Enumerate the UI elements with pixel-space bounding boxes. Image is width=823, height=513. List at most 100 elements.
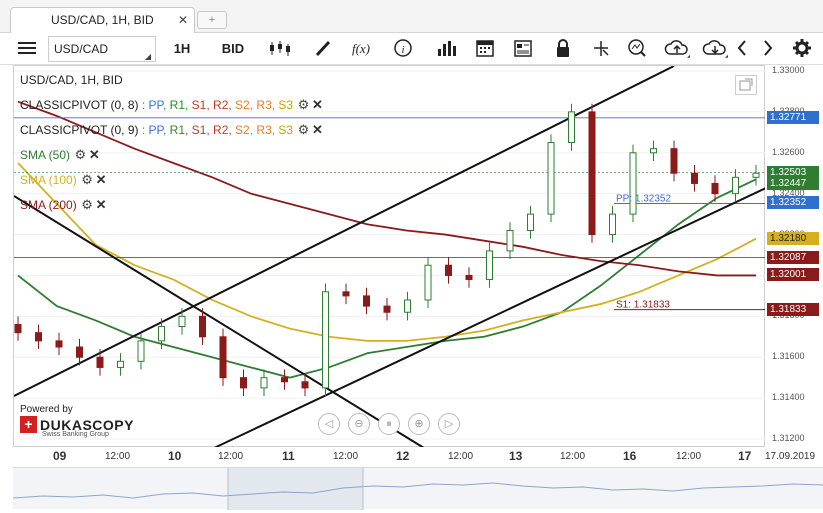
download-icon[interactable]: ◢ <box>698 33 732 64</box>
candle-body <box>691 172 698 184</box>
close-icon[interactable]: ✕ <box>95 172 107 187</box>
upload-icon[interactable]: ◢ <box>660 33 694 64</box>
volume-chart-icon[interactable] <box>432 33 462 64</box>
new-tab-button[interactable]: + <box>197 11 227 29</box>
candle-body <box>219 336 227 379</box>
time-tick: 12:00 <box>448 451 474 462</box>
pivot-2-sep: : <box>141 123 146 137</box>
chart-title: USD/CAD, 1H, BID <box>20 73 123 87</box>
branding: Powered by + DUKASCOPY Swiss Banking Gro… <box>20 404 134 438</box>
zoom-out-icon[interactable]: ⊖ <box>348 413 370 435</box>
close-icon[interactable]: ✕ <box>95 197 107 212</box>
pivot-2-name: CLASSICPIVOT (0, 9) <box>20 123 139 137</box>
time-tick: 12:00 <box>333 451 359 462</box>
expand-icon[interactable] <box>735 75 757 95</box>
pivot-1-sep: : <box>141 98 146 112</box>
info-icon[interactable]: i <box>388 33 418 64</box>
scroll-right-icon[interactable] <box>758 33 778 64</box>
legend-pivot-1: CLASSICPIVOT (0, 8) : PP, R1, S1, R2, S2… <box>20 97 324 113</box>
price-tick: 1.31200 <box>772 433 805 443</box>
scroll-left-icon[interactable] <box>732 33 752 64</box>
tab-label: USD/CAD, 1H, BID <box>51 13 154 27</box>
close-icon[interactable]: ✕ <box>311 97 323 112</box>
pivot-level-label: S1, <box>191 123 214 137</box>
chart-tab[interactable]: USD/CAD, 1H, BID ✕ <box>10 7 195 33</box>
draw-tool-icon[interactable] <box>306 33 340 64</box>
navigator-panel[interactable] <box>12 467 823 510</box>
close-tab-icon[interactable]: ✕ <box>177 13 188 27</box>
time-tick: 09 <box>53 449 67 463</box>
pp-label: PP: 1.32352 <box>616 193 671 204</box>
gear-icon[interactable]: ⚙ <box>297 97 310 112</box>
candle-body <box>629 152 637 215</box>
time-tick: 12:00 <box>676 451 702 462</box>
news-icon[interactable] <box>508 33 538 64</box>
price-label: 1.31833 <box>767 302 819 316</box>
time-tick: 12:00 <box>560 451 586 462</box>
gear-icon[interactable]: ⚙ <box>74 147 87 162</box>
candle-body <box>547 142 555 215</box>
sma100-label: SMA (100) <box>20 173 77 187</box>
close-icon[interactable]: ✕ <box>311 122 323 137</box>
trend-line <box>14 195 425 448</box>
candle-body <box>117 360 124 368</box>
candle-body <box>424 264 432 301</box>
gear-icon[interactable]: ⚙ <box>81 172 93 187</box>
nav-prev-icon[interactable]: ◁ <box>318 413 340 435</box>
pivot-level-label: PP, <box>148 98 170 112</box>
chart-panel[interactable]: PP: 1.32352 S1: 1.31833 <box>13 65 766 448</box>
candle-body <box>322 291 329 389</box>
time-tick: 11 <box>282 449 295 463</box>
indicators-button[interactable]: f(x) <box>346 33 376 64</box>
candle-body <box>465 274 473 281</box>
chevron-down-icon: ◢ <box>144 52 151 61</box>
powered-by: Powered by <box>20 404 73 415</box>
calendar-icon[interactable] <box>470 33 500 64</box>
chart-type-icon[interactable] <box>262 33 298 64</box>
close-icon[interactable]: ✕ <box>88 147 100 162</box>
time-tick: 10 <box>168 449 182 463</box>
pivot-2-levels: PP, R1, S1, R2, S2, R3, S3 <box>149 123 297 137</box>
price-label: 1.32352 <box>767 196 819 210</box>
candle-body <box>752 172 760 178</box>
crosshair-icon[interactable] <box>586 33 616 64</box>
time-tick: 17 <box>738 449 752 463</box>
price-type-label: BID <box>221 41 245 56</box>
candle-body <box>199 315 206 338</box>
price-label: 1.32180 <box>767 231 819 245</box>
menu-icon[interactable] <box>10 33 44 64</box>
timeframe-selector[interactable]: 1H <box>164 33 200 64</box>
legend-sma100: SMA (100) ⚙ ✕ <box>20 172 108 188</box>
pivot-level-label: S2, <box>235 98 257 112</box>
trend-line <box>14 66 675 397</box>
candle-body <box>506 229 514 252</box>
candle-body <box>486 250 493 281</box>
price-tick: 1.31400 <box>772 392 805 403</box>
candle-body <box>732 176 739 195</box>
price-label: 1.32447 <box>767 177 819 191</box>
time-tick: 16 <box>623 449 637 463</box>
pivot-1-name: CLASSICPIVOT (0, 8) <box>20 98 139 112</box>
price-label: 1.32001 <box>767 268 819 282</box>
candle-body <box>383 305 391 313</box>
price-chart[interactable]: PP: 1.32352 S1: 1.31833 <box>14 66 766 448</box>
time-axis[interactable]: 09 12:00 10 12:00 11 12:00 12 12:00 13 12:00 16 12:… <box>13 447 823 467</box>
time-tick: 12:00 <box>105 451 131 462</box>
reset-view-icon[interactable]: ⏸ <box>378 413 400 435</box>
lock-icon[interactable] <box>548 33 578 64</box>
candle-body <box>260 377 268 389</box>
zoom-chart-icon[interactable] <box>622 33 652 64</box>
zoom-in-icon[interactable]: ⊕ <box>408 413 430 435</box>
nav-next-icon[interactable]: ▷ <box>438 413 460 435</box>
price-tick: 1.33000 <box>772 65 805 75</box>
gear-icon[interactable]: ⚙ <box>81 197 93 212</box>
price-label: 1.32087 <box>767 250 819 264</box>
settings-gear-icon[interactable] <box>788 33 816 64</box>
candle-body <box>137 340 145 362</box>
candle-body <box>281 377 288 383</box>
instrument-selector[interactable]: USD/CAD ◢ <box>48 36 156 62</box>
gear-icon[interactable]: ⚙ <box>297 122 310 137</box>
candle-body <box>711 182 719 195</box>
price-type-selector[interactable]: BID <box>212 33 254 64</box>
candle-body <box>55 340 63 348</box>
